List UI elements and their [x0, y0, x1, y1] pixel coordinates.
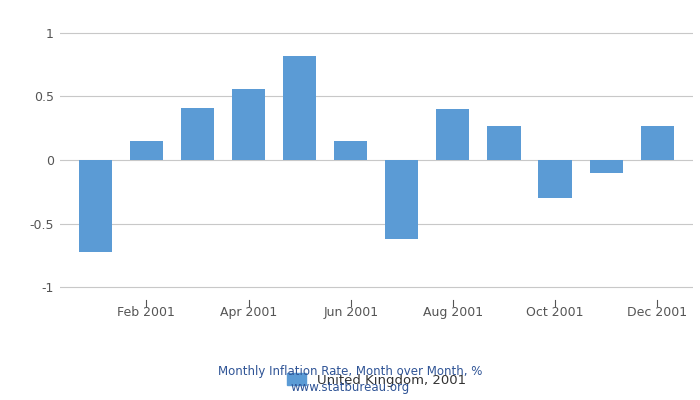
- Text: www.statbureau.org: www.statbureau.org: [290, 382, 410, 394]
- Bar: [640, 126, 674, 160]
- Text: Monthly Inflation Rate, Month over Month, %: Monthly Inflation Rate, Month over Month…: [218, 365, 482, 378]
- Bar: [283, 56, 316, 160]
- Bar: [181, 108, 214, 160]
- Bar: [385, 160, 419, 239]
- Bar: [334, 141, 368, 160]
- Bar: [538, 160, 572, 198]
- Bar: [78, 160, 112, 252]
- Bar: [487, 126, 521, 160]
- Bar: [130, 141, 163, 160]
- Legend: United Kingdom, 2001: United Kingdom, 2001: [281, 368, 471, 392]
- Bar: [436, 109, 470, 160]
- Bar: [589, 160, 623, 173]
- Bar: [232, 89, 265, 160]
